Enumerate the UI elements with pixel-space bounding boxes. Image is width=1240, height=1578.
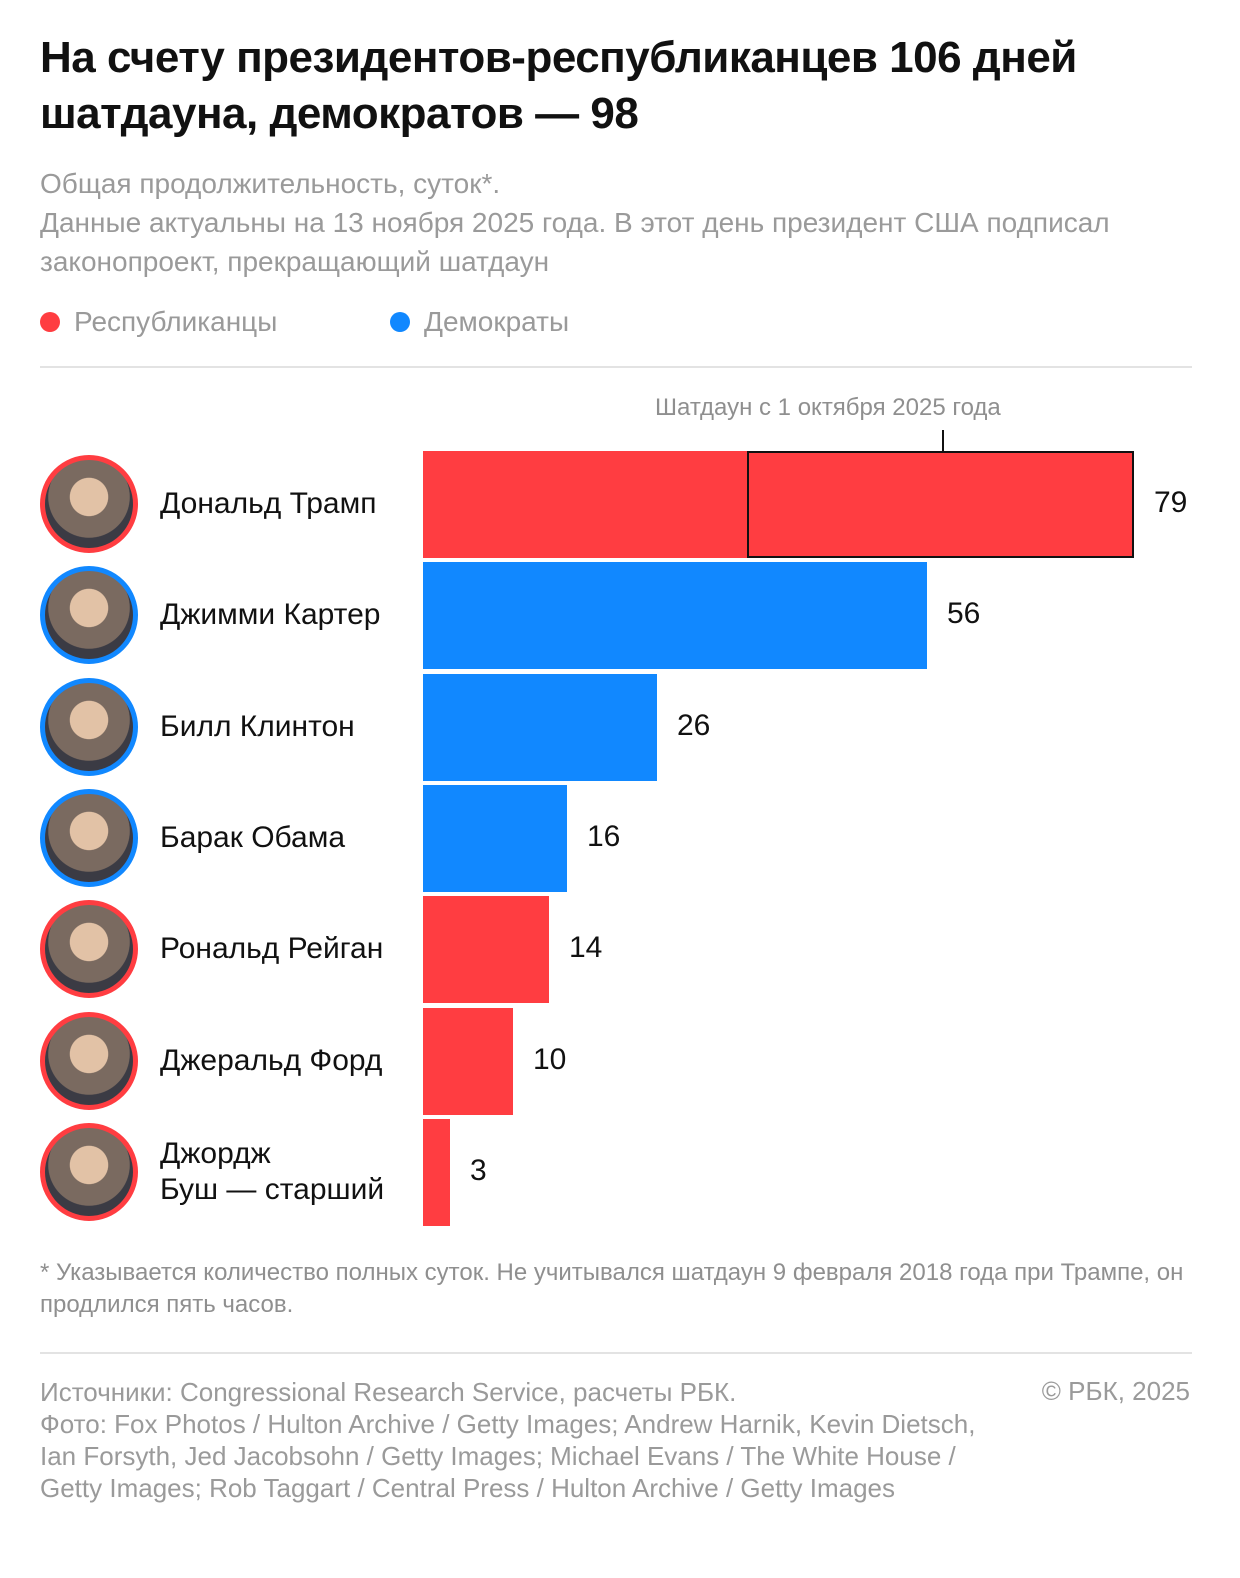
legend-dot-blue: [390, 312, 410, 332]
annotation-label: Шатдаун с 1 октября 2025 года: [655, 394, 1001, 421]
category-label-line: Буш — старший: [160, 1172, 385, 1206]
data-label: 14: [569, 931, 603, 965]
category-label: Джеральд Форд: [160, 1043, 382, 1079]
category-label: Билл Клинтон: [160, 709, 355, 745]
data-label: 79: [1154, 486, 1188, 519]
sources: Источники: Congressional Research Servic…: [40, 1376, 1000, 1504]
data-label: 56: [947, 597, 981, 631]
president-photo-avatar: [40, 900, 138, 999]
bar: [423, 673, 657, 781]
footnote: * Указывается количество полных суток. Н…: [40, 1259, 1184, 1318]
category-label-line: Билл Клинтон: [160, 709, 355, 743]
photo-credits: Фото: Fox Photos / Hulton Archive / Gett…: [40, 1409, 976, 1503]
president-photo-avatar: [40, 788, 138, 887]
data-label: 16: [587, 819, 621, 853]
bar: [423, 896, 549, 1004]
subtitle: Общая продолжительность, суток*. Данные …: [40, 164, 1200, 281]
sources-text: Источники: Congressional Research Servic…: [40, 1377, 737, 1407]
bar: [423, 562, 927, 670]
divider: [40, 1352, 1192, 1354]
president-photo-avatar: [40, 566, 138, 665]
data-label: 3: [470, 1153, 487, 1187]
bar: [423, 451, 1134, 558]
subtitle-line: Общая продолжительность, суток*.: [40, 168, 501, 199]
president-photo-avatar: [40, 1122, 138, 1221]
divider: [40, 366, 1192, 368]
category-label-line: Барак Обама: [160, 820, 346, 854]
category-label-line: Дональд Трамп: [160, 487, 377, 520]
legend-dot-red: [40, 312, 60, 332]
category-label: Барак Обама: [160, 820, 345, 856]
category-label: Джимми Картер: [160, 597, 380, 633]
copyright: © РБК, 2025: [1041, 1376, 1190, 1406]
bar: [423, 1007, 513, 1115]
category-label-line: Джордж: [160, 1136, 271, 1170]
category-label-line: Рональд Рейган: [160, 932, 384, 966]
annotation-tick: [942, 430, 944, 452]
president-photo-avatar: [40, 1011, 138, 1110]
chart-title: На счету президентов-республиканцев 106 …: [40, 33, 1077, 138]
category-label-line: Джеральд Форд: [160, 1043, 383, 1077]
highlight-segment: [747, 451, 1134, 558]
category-label: Дональд Трамп: [160, 486, 376, 522]
legend-label: Республиканцы: [74, 306, 278, 337]
legend-label: Демократы: [424, 306, 570, 337]
category-label: Рональд Рейган: [160, 931, 383, 967]
bar: [423, 784, 567, 892]
category-label-line: Джимми Картер: [160, 598, 381, 632]
president-photo-avatar: [40, 455, 138, 553]
legend-republicans: Республиканцы: [40, 306, 277, 338]
president-photo-avatar: [40, 677, 138, 776]
data-label: 10: [533, 1042, 567, 1076]
category-label: Джордж Буш — старший: [160, 1136, 384, 1208]
bar: [423, 1118, 450, 1226]
data-label: 26: [677, 708, 711, 742]
legend-democrats: Демократы: [390, 306, 569, 338]
subtitle-line: Данные актуальны на 13 ноября 2025 года.…: [40, 207, 1110, 277]
